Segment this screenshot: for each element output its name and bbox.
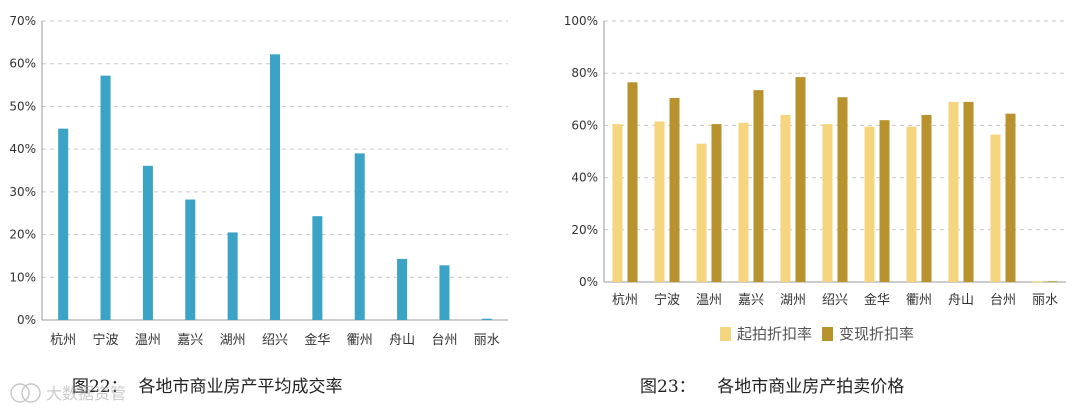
x-tick-label: 衢州 bbox=[906, 293, 932, 308]
legend-swatch bbox=[822, 327, 833, 341]
bar-start-衢州 bbox=[906, 126, 917, 282]
bar-start-温州 bbox=[696, 143, 707, 282]
y-tick-label: 60% bbox=[571, 118, 598, 132]
x-tick-label: 舟山 bbox=[389, 333, 415, 348]
bar-舟山 bbox=[397, 258, 408, 320]
y-tick-label: 80% bbox=[571, 66, 598, 80]
y-tick-label: 40% bbox=[571, 171, 598, 185]
y-tick-label: 40% bbox=[9, 142, 36, 156]
legend-label: 起拍折扣率 bbox=[737, 325, 812, 343]
y-tick-label: 10% bbox=[9, 270, 36, 284]
bar-start-嘉兴 bbox=[738, 122, 749, 282]
x-tick-label: 宁波 bbox=[93, 332, 119, 348]
bar-start-湖州 bbox=[780, 114, 791, 283]
legend-label: 变现折扣率 bbox=[839, 325, 914, 343]
y-tick-label: 100% bbox=[564, 14, 598, 28]
x-tick-label: 湖州 bbox=[220, 333, 246, 348]
x-tick-label: 温州 bbox=[135, 333, 161, 348]
bar-start-杭州 bbox=[612, 124, 623, 282]
x-tick-label: 金华 bbox=[864, 292, 890, 308]
bar-start-台州 bbox=[990, 134, 1001, 282]
bar-杭州 bbox=[58, 128, 69, 320]
bar-温州 bbox=[142, 165, 153, 320]
bar-realized-金华 bbox=[879, 120, 890, 283]
x-tick-label: 嘉兴 bbox=[738, 293, 764, 308]
x-tick-label: 温州 bbox=[696, 293, 722, 308]
x-tick-label: 金华 bbox=[304, 332, 330, 348]
bar-realized-嘉兴 bbox=[753, 90, 764, 282]
y-tick-label: 50% bbox=[9, 99, 36, 113]
bar-嘉兴 bbox=[185, 199, 196, 320]
y-tick-label: 30% bbox=[9, 185, 36, 199]
y-tick-label: 0% bbox=[17, 313, 36, 327]
chart-auction-price: 0% 20% 40% 60% 80% 100% 杭州 宁波 温州 嘉兴 湖州 绍兴 金华 衢州 舟山 台州 丽水… bbox=[564, 14, 1066, 343]
y-tick-label: 70% bbox=[9, 14, 36, 28]
y-tick-label: 60% bbox=[9, 57, 36, 71]
bar-湖州 bbox=[227, 232, 238, 320]
chart-avg-transaction-rate: 0% 10% 20% 30% 40% 50% 60% 70% 杭州 宁波 温州 嘉兴 湖州 绍兴 金华 衢州 舟… bbox=[9, 14, 508, 348]
bar-绍兴 bbox=[270, 54, 280, 321]
bar-丽水 bbox=[481, 318, 492, 320]
y-tick-label: 20% bbox=[9, 228, 36, 242]
x-tick-label: 台州 bbox=[990, 293, 1016, 308]
x-tick-label: 杭州 bbox=[50, 333, 76, 348]
bar-start-绍兴 bbox=[822, 124, 833, 282]
bar-start-丽水 bbox=[1032, 281, 1043, 283]
legend: 起拍折扣率 变现折扣率 bbox=[720, 325, 914, 343]
y-tick-label: 20% bbox=[571, 223, 598, 237]
x-tick-label: 嘉兴 bbox=[177, 333, 203, 348]
bar-start-舟山 bbox=[948, 101, 959, 282]
watermark-text: 大数据资管 bbox=[46, 384, 126, 403]
x-tick-label: 丽水 bbox=[1032, 293, 1058, 308]
bar-realized-舟山 bbox=[963, 101, 974, 282]
caption-left: 图22： 各地市商业房产平均成交率 bbox=[72, 377, 343, 397]
caption-right: 图23： 各地市商业房产拍卖价格 bbox=[640, 377, 905, 397]
x-tick-label: 绍兴 bbox=[262, 333, 288, 348]
bar-start-宁波 bbox=[654, 121, 665, 282]
x-tick-label: 杭州 bbox=[612, 293, 638, 308]
bar-realized-杭州 bbox=[627, 82, 638, 283]
bar-realized-衢州 bbox=[921, 114, 932, 283]
bar-realized-温州 bbox=[711, 124, 722, 282]
bar-realized-台州 bbox=[1005, 113, 1016, 282]
legend-swatch bbox=[720, 327, 731, 341]
bar-realized-湖州 bbox=[795, 77, 806, 283]
x-tick-label: 舟山 bbox=[948, 293, 974, 308]
bar-宁波 bbox=[100, 75, 111, 320]
bar-realized-宁波 bbox=[669, 97, 680, 283]
x-tick-label: 绍兴 bbox=[822, 293, 848, 308]
watermark-logo: 大数据资管 bbox=[10, 383, 126, 403]
bar-衢州 bbox=[354, 153, 365, 320]
x-tick-label: 台州 bbox=[431, 333, 457, 348]
y-tick-label: 0% bbox=[579, 275, 598, 289]
x-tick-label: 宁波 bbox=[654, 292, 680, 308]
bar-台州 bbox=[439, 265, 450, 320]
bar-金华 bbox=[312, 216, 323, 320]
x-tick-label: 丽水 bbox=[474, 333, 500, 348]
bar-realized-绍兴 bbox=[837, 97, 848, 282]
x-tick-label: 湖州 bbox=[780, 293, 806, 308]
bar-realized-丽水 bbox=[1047, 281, 1058, 283]
x-tick-label: 衢州 bbox=[347, 333, 373, 348]
bar-start-金华 bbox=[864, 126, 875, 282]
